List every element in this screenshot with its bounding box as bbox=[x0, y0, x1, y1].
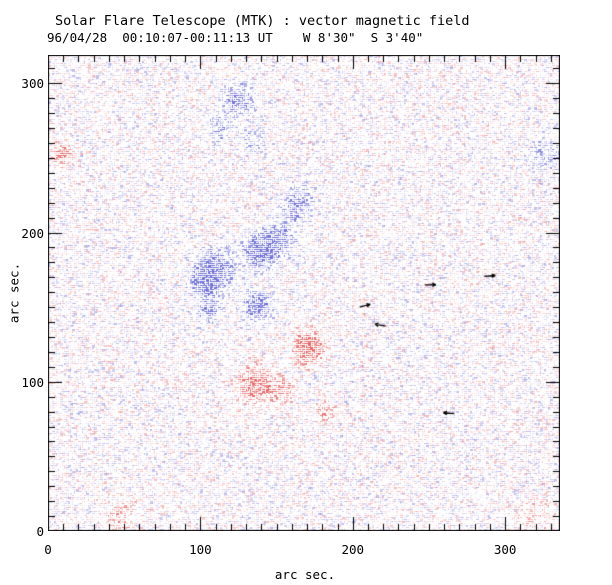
y-tick-label: 300 bbox=[21, 76, 44, 92]
x-axis-label: arc sec. bbox=[274, 567, 336, 582]
x-tick-label: 0 bbox=[44, 542, 52, 557]
x-tick-label: 300 bbox=[493, 542, 517, 557]
y-tick-label: 100 bbox=[21, 374, 44, 390]
plot-title: Solar Flare Telescope (MTK) : vector mag… bbox=[55, 13, 470, 29]
magnetogram-plot-canvas bbox=[48, 55, 560, 531]
x-tick-label: 200 bbox=[341, 542, 365, 557]
y-tick-label: 200 bbox=[21, 225, 44, 241]
plot-subtitle: 96/04/28 00:10:07-00:11:13 UT W 8'30" S … bbox=[47, 30, 424, 45]
x-tick-label: 100 bbox=[189, 542, 212, 557]
y-tick-label: 0 bbox=[36, 524, 44, 539]
y-axis-label: arc sec. bbox=[6, 262, 22, 324]
